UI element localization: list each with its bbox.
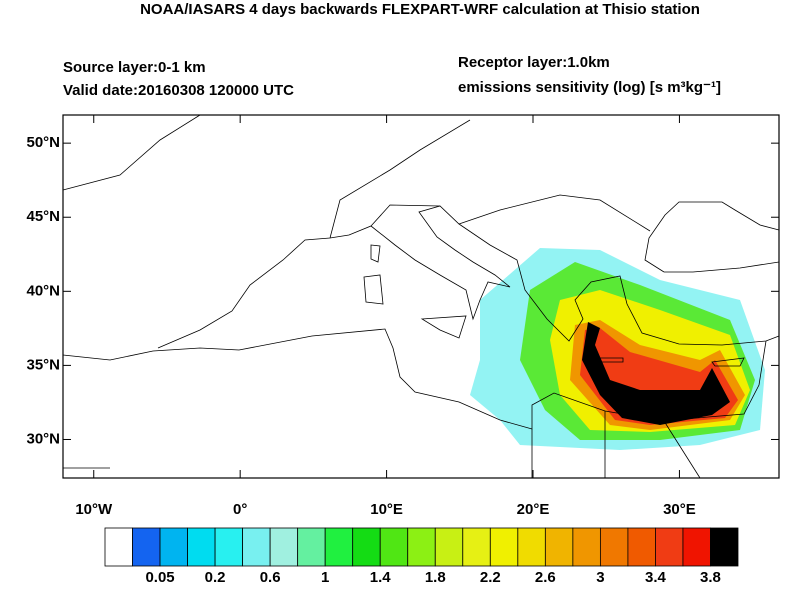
units: emissions sensitivity (log) [s m³kg⁻¹]: [458, 79, 721, 96]
lat-label: 40°N: [26, 282, 60, 299]
source-layer: Source layer:0-1 km: [63, 59, 206, 76]
colorbar-label: 2.2: [480, 569, 501, 585]
title: NOAA/IASARS 4 days backwards FLEXPART-WR…: [140, 1, 700, 18]
colorbar-label: 1.4: [370, 569, 392, 585]
colorbar-box: [655, 527, 684, 567]
colorbar-box: [710, 527, 739, 567]
colorbar-box: [572, 527, 601, 567]
colorbar-box: [242, 527, 271, 567]
colorbar-box: [544, 527, 574, 567]
lat-label: 35°N: [26, 356, 60, 373]
lat-label: 50°N: [26, 134, 60, 151]
colorbar-box: [627, 527, 656, 567]
lon-label: 0°: [233, 501, 247, 518]
colorbar-box: [489, 527, 519, 567]
lat-label: 30°N: [26, 430, 60, 447]
colorbar-box: [434, 527, 464, 567]
colorbar-label: 1.8: [425, 569, 446, 585]
lon-label: 20°E: [517, 501, 550, 518]
colorbar-label: 0.05: [145, 569, 174, 585]
colorbar-box: [462, 527, 491, 567]
colorbar-box: [104, 527, 133, 567]
colorbar-label: 1: [321, 569, 329, 585]
colorbar-label: 0.6: [260, 569, 281, 585]
colorbar-box: [187, 527, 216, 567]
colorbar-box: [517, 527, 546, 567]
colorbar-box: [297, 527, 326, 567]
coastlines: [62, 114, 780, 479]
colorbar-box: [214, 527, 244, 567]
colorbar-box: [324, 527, 354, 567]
map-frame: [62, 114, 780, 479]
colorbar-box: [352, 527, 381, 567]
colorbar-box: [379, 527, 409, 567]
colorbar-box: [682, 527, 711, 567]
colorbar-box: [599, 527, 629, 567]
colorbar-box: [269, 527, 299, 567]
lon-label: 30°E: [663, 501, 696, 518]
receptor-layer: Receptor layer:1.0km: [458, 54, 610, 71]
colorbar-box: [159, 527, 188, 567]
lon-label: 10°W: [75, 501, 113, 518]
colorbar-box: [132, 527, 161, 567]
valid-date: Valid date:20160308 120000 UTC: [63, 82, 294, 99]
lat-label: 45°N: [26, 208, 60, 225]
plume: [470, 248, 765, 450]
colorbar-label: 3.4: [645, 569, 667, 585]
colorbar-label: 3.8: [700, 569, 721, 585]
colorbar-label: 3: [596, 569, 604, 585]
colorbar-label: 2.6: [535, 569, 556, 585]
colorbar-label: 0.2: [205, 569, 226, 585]
colorbar-box: [407, 527, 436, 567]
lon-label: 10°E: [370, 501, 403, 518]
